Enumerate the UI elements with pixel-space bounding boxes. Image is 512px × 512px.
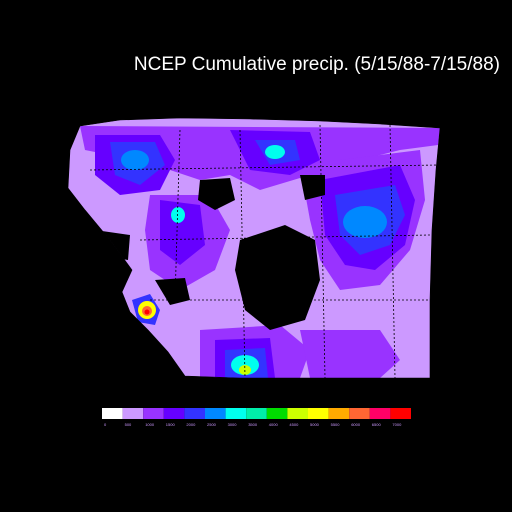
legend-swatch: [349, 408, 370, 419]
legend-swatch: [122, 408, 144, 419]
legend-swatch: [328, 408, 350, 419]
no-precip-west: [155, 278, 190, 305]
legend-swatch: [246, 408, 267, 419]
lightblue-core-east: [343, 206, 387, 238]
legend-swatch: [369, 408, 391, 419]
legend-label: 0: [104, 422, 107, 427]
lightblue-core-northwest: [121, 150, 149, 170]
legend-swatch: [266, 408, 288, 419]
legend-swatch: [205, 408, 226, 419]
cyan-core-west: [171, 207, 185, 223]
legend-label: 7000: [392, 422, 402, 427]
political-boundaries: [89, 124, 441, 379]
legend-swatch: [287, 408, 308, 419]
no-precip-great-basin: [235, 225, 320, 330]
no-precip-plains-north: [198, 178, 235, 210]
legend-swatch: [143, 408, 164, 419]
legend-label: 3000: [228, 422, 238, 427]
domain-outline: [67, 117, 441, 379]
legend-label: 5000: [310, 422, 320, 427]
legend-labels: 0 500 1000 1500 2000 2500 3000 3500 4000 4500 5000…: [104, 422, 402, 427]
legend-label: 5500: [331, 422, 341, 427]
legend-swatch: [225, 408, 247, 419]
legend-swatches: [102, 408, 411, 419]
legend-swatch: [102, 408, 123, 419]
legend-label: 2000: [186, 422, 196, 427]
legend-label: 1500: [166, 422, 176, 427]
legend-label: 3500: [248, 422, 258, 427]
legend-swatch: [163, 408, 185, 419]
no-precip-central: [300, 175, 325, 200]
legend-label: 2500: [207, 422, 217, 427]
legend-swatch: [184, 408, 205, 419]
legend-label: 4000: [269, 422, 279, 427]
red-core-california: [144, 309, 150, 315]
legend-label: 6000: [351, 422, 361, 427]
legend-label: 500: [125, 422, 132, 427]
legend-swatch: [390, 408, 411, 419]
legend-swatch: [308, 408, 329, 419]
map-title: NCEP Cumulative precip. (5/15/88-7/15/88…: [133, 54, 500, 75]
precip-field: [68, 118, 440, 378]
legend-label: 1000: [145, 422, 155, 427]
cyan-core-north: [265, 145, 285, 159]
legend-label: 4500: [289, 422, 299, 427]
legend-label: 6500: [372, 422, 382, 427]
